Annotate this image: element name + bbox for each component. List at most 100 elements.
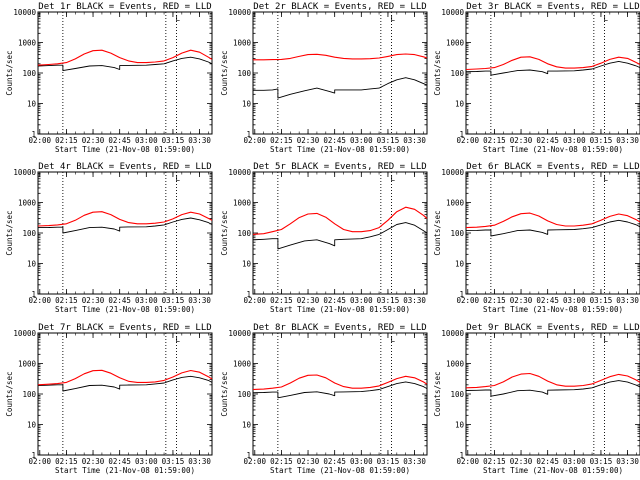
plot-frame: [252, 11, 428, 135]
detector-panel: Det 8r BLACK = Events, RED = LLD 1 10 100 10…: [220, 323, 428, 475]
lld-series-line: [252, 206, 428, 235]
marker-label: L: [175, 335, 180, 344]
x-tick-label: 03:30: [616, 296, 639, 305]
x-tick-label: 02:00: [28, 296, 51, 305]
x-tick-label: 02:00: [456, 296, 479, 305]
x-tick-label: 02:15: [270, 457, 293, 466]
events-series-line: [465, 60, 640, 76]
y-tick-label: 10: [27, 100, 37, 109]
y-tick-label: 100: [22, 229, 36, 238]
x-tick-label: 02:15: [55, 136, 78, 145]
detector-panel: Det 6r BLACK = Events, RED = LLD 1 10 100 10…: [433, 162, 640, 314]
marker-label: L: [175, 174, 180, 183]
x-tick-label: 03:30: [188, 136, 211, 145]
x-tick-label: 02:30: [297, 457, 320, 466]
detector-panel: Det 9r BLACK = Events, RED = LLD 1 10 100 10…: [433, 323, 640, 475]
lld-series-line: [37, 369, 213, 386]
x-tick-label: 03:30: [403, 136, 426, 145]
y-tick-label: 10: [242, 260, 252, 269]
x-tick-label: 03:15: [162, 136, 185, 145]
y-tick-label: 1: [459, 130, 464, 139]
panel-title: Det 8r BLACK = Events, RED = LLD: [253, 323, 426, 333]
y-tick-label: 100: [450, 390, 464, 399]
x-tick-label: 03:15: [377, 457, 400, 466]
x-axis-label: Start Time (21-Nov-08 01:59:00): [483, 305, 623, 314]
plot-frame: [465, 171, 640, 295]
y-tick-label: 1: [31, 290, 36, 299]
detector-panel: Det 7r BLACK = Events, RED = LLD 1 10 100 10…: [5, 323, 213, 475]
x-axis-label: Start Time (21-Nov-08 01:59:00): [270, 466, 410, 475]
x-axis-label: Start Time (21-Nov-08 01:59:00): [55, 145, 195, 154]
lld-series-line: [252, 374, 428, 391]
x-tick-label: 03:00: [350, 457, 373, 466]
x-tick-label: 03:00: [350, 136, 373, 145]
y-axis-label: Counts/sec: [5, 371, 14, 416]
x-tick-label: 03:15: [162, 296, 185, 305]
detector-panel: Det 2r BLACK = Events, RED = LLD 1 10 100 10…: [220, 2, 428, 154]
y-tick-label: 100: [237, 229, 251, 238]
x-tick-label: 02:00: [28, 136, 51, 145]
x-axis-label: Start Time (21-Nov-08 01:59:00): [55, 305, 195, 314]
x-tick-label: 03:00: [350, 296, 373, 305]
x-tick-label: 03:15: [162, 457, 185, 466]
y-axis-label: Counts/sec: [5, 210, 14, 255]
y-axis-label: Counts/sec: [220, 210, 229, 255]
x-tick-label: 02:15: [270, 296, 293, 305]
x-tick-label: 02:00: [456, 136, 479, 145]
y-tick-label: 10: [455, 421, 465, 430]
y-tick-label: 1: [246, 451, 251, 460]
x-tick-label: 02:45: [108, 296, 131, 305]
y-tick-label: 100: [22, 390, 36, 399]
y-tick-label: 1000: [233, 199, 252, 208]
x-tick-label: 02:30: [297, 296, 320, 305]
x-tick-label: 03:00: [563, 136, 586, 145]
events-series-line: [252, 222, 428, 250]
x-tick-label: 03:30: [616, 136, 639, 145]
detector-panel: Det 3r BLACK = Events, RED = LLD 1 10 100 10…: [433, 2, 640, 154]
x-tick-label: 02:15: [483, 136, 506, 145]
detector-panel: Det 5r BLACK = Events, RED = LLD 1 10 100 10…: [220, 162, 428, 314]
plot-frame: [252, 332, 428, 456]
x-tick-label: 02:45: [323, 457, 346, 466]
plot-frame: [37, 332, 213, 456]
plot-frame: [465, 332, 640, 456]
y-tick-label: 10: [27, 421, 37, 430]
x-tick-label: 03:15: [590, 136, 613, 145]
marker-label: L: [603, 335, 608, 344]
detector-panel: Det 1r BLACK = Events, RED = LLD 1 10 100 10…: [5, 2, 213, 154]
panel-title: Det 1r BLACK = Events, RED = LLD: [38, 2, 211, 12]
panel-title: Det 2r BLACK = Events, RED = LLD: [253, 2, 426, 12]
y-tick-label: 100: [450, 229, 464, 238]
x-tick-label: 03:00: [563, 296, 586, 305]
y-tick-label: 10000: [441, 8, 464, 17]
panel-title: Det 9r BLACK = Events, RED = LLD: [466, 323, 639, 333]
y-axis-label: Counts/sec: [220, 50, 229, 95]
y-tick-label: 1000: [18, 39, 37, 48]
panel-title: Det 6r BLACK = Events, RED = LLD: [466, 162, 639, 172]
y-tick-label: 100: [450, 69, 464, 78]
x-tick-label: 03:30: [188, 457, 211, 466]
x-tick-label: 03:00: [135, 457, 158, 466]
x-tick-label: 02:15: [483, 296, 506, 305]
x-tick-label: 02:00: [28, 457, 51, 466]
y-tick-label: 10000: [13, 329, 36, 338]
marker-label: L: [175, 14, 180, 23]
y-tick-label: 1000: [233, 39, 252, 48]
x-tick-label: 03:30: [403, 457, 426, 466]
y-tick-label: 1: [459, 290, 464, 299]
x-tick-label: 02:15: [270, 136, 293, 145]
x-axis-label: Start Time (21-Nov-08 01:59:00): [483, 145, 623, 154]
y-tick-label: 1000: [446, 39, 465, 48]
panel-title: Det 7r BLACK = Events, RED = LLD: [38, 323, 211, 333]
y-tick-label: 100: [22, 69, 36, 78]
y-tick-label: 10: [455, 100, 465, 109]
y-tick-label: 10000: [228, 329, 251, 338]
y-tick-label: 1: [459, 451, 464, 460]
marker-label: L: [603, 14, 608, 23]
x-tick-label: 02:00: [243, 296, 266, 305]
x-tick-label: 03:30: [188, 296, 211, 305]
y-tick-label: 100: [237, 69, 251, 78]
x-tick-label: 02:15: [55, 296, 78, 305]
events-series-line: [37, 217, 213, 234]
x-tick-label: 02:30: [82, 296, 105, 305]
